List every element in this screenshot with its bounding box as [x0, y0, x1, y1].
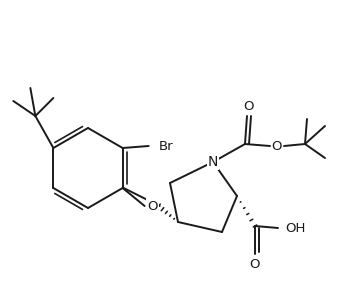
- Text: O: O: [250, 258, 260, 270]
- Text: Br: Br: [159, 140, 173, 152]
- Text: O: O: [147, 199, 158, 213]
- Text: OH: OH: [285, 222, 306, 234]
- Text: O: O: [244, 100, 254, 112]
- Text: N: N: [208, 155, 218, 169]
- Text: O: O: [272, 140, 282, 152]
